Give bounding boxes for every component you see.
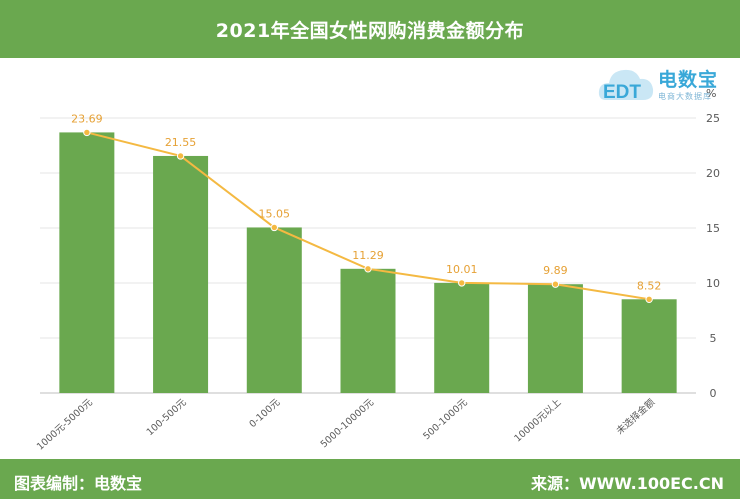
data-label: 11.29 — [352, 249, 384, 262]
data-label: 9.89 — [543, 264, 568, 277]
line-point — [551, 280, 560, 288]
x-tick-label: 1000元-5000元 — [35, 397, 95, 453]
logo-mark: EDT — [603, 82, 641, 103]
line-point — [645, 295, 653, 303]
bar — [621, 299, 677, 393]
bar — [246, 227, 302, 393]
y-tick-label: 5 — [710, 332, 717, 345]
footer-credit: 图表编制：电数宝 — [14, 474, 143, 493]
footer-source: 来源：WWW.100EC.CN — [530, 474, 724, 493]
chart-title: 2021年全国女性网购消费金额分布 — [215, 19, 525, 42]
line-point — [176, 152, 185, 160]
y-tick-label: 25 — [706, 112, 720, 125]
bar — [434, 282, 490, 393]
x-tick-label: 500-1000元 — [421, 397, 470, 442]
x-tick-label: 10000元以上 — [512, 397, 563, 445]
y-tick-label: 10 — [706, 277, 720, 290]
line-point — [83, 128, 91, 137]
bar — [153, 155, 209, 393]
line-point — [458, 279, 466, 287]
data-label: 10.01 — [446, 263, 478, 276]
line-point — [270, 223, 278, 232]
x-tick-label: 100-500元 — [145, 397, 189, 438]
y-tick-label: 20 — [706, 167, 720, 180]
data-label: 8.52 — [637, 279, 662, 292]
data-label: 21.55 — [165, 136, 197, 149]
line-point — [364, 265, 372, 273]
x-tick-label: 未选择金额 — [614, 396, 658, 437]
data-label: 15.05 — [259, 207, 291, 220]
y-tick-label: 0 — [710, 387, 717, 400]
bar — [527, 284, 583, 393]
footer-bar: 图表编制：电数宝 来源：WWW.100EC.CN — [0, 459, 740, 499]
data-label: 23.69 — [71, 112, 103, 125]
y-tick-label: 15 — [706, 222, 720, 235]
x-tick-label: 0-100元 — [247, 397, 282, 430]
chart-title-bar: 2021年全国女性网购消费金额分布 — [0, 0, 740, 58]
edt-logo: EDT 电数宝 电商大数据库 — [596, 60, 731, 110]
cloud-logo-icon: EDT — [598, 69, 654, 103]
logo-name: 电数宝 — [658, 69, 719, 91]
bar — [340, 268, 396, 393]
x-tick-label: 5000-10000元 — [319, 397, 377, 451]
logo-tagline: 电商大数据库 — [658, 92, 712, 101]
y-axis-unit: % — [706, 87, 717, 100]
bar — [59, 132, 115, 393]
